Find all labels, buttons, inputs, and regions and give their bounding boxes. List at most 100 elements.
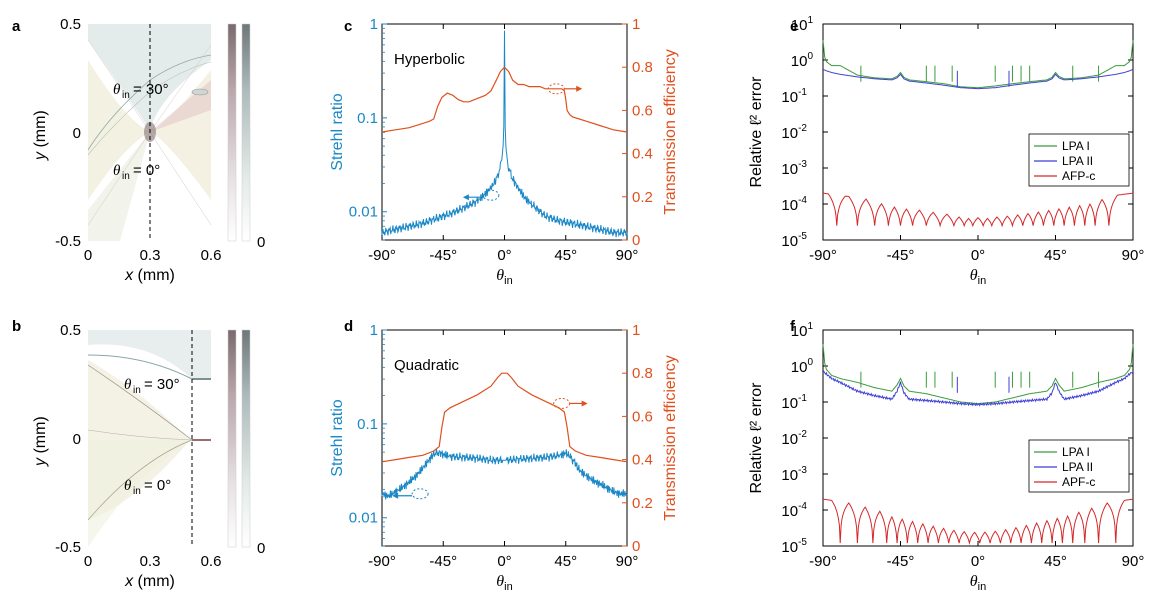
xtick-label: -45° bbox=[429, 247, 457, 264]
ytick-label-left: 0.1 bbox=[357, 110, 378, 127]
x-axis-label: θin bbox=[496, 573, 512, 593]
panel-title: Hyperbolic bbox=[394, 51, 465, 68]
ytick-label-left: 0.01 bbox=[349, 510, 378, 527]
xtick-label: 0 bbox=[84, 553, 92, 570]
y-axis-label-left: Strehl ratio bbox=[329, 399, 346, 476]
legend-entry: LPA II bbox=[1062, 460, 1093, 474]
ytick-label: -0.5 bbox=[55, 233, 81, 250]
ytick-label-right: 0.4 bbox=[632, 146, 653, 163]
annotation-theta-30-b: θ in = 30° bbox=[124, 376, 180, 396]
panel-label-f: f bbox=[790, 318, 796, 335]
series-marker-ellipse bbox=[411, 488, 429, 500]
series-line-lpa-ii bbox=[822, 370, 1134, 407]
legend-box bbox=[1028, 439, 1130, 493]
plot-frame bbox=[822, 23, 1134, 241]
ytick-label-left: 1 bbox=[370, 322, 378, 339]
ytick-label: 100 bbox=[791, 51, 814, 70]
ytick-label-right: 1 bbox=[632, 16, 640, 33]
xtick-label: 90° bbox=[1122, 247, 1145, 264]
ytick-label: 10-3 bbox=[781, 159, 807, 178]
ytick-label-left: 0.1 bbox=[357, 416, 378, 433]
axis-arrowhead-right bbox=[581, 400, 588, 407]
ytick-label: 0.5 bbox=[60, 322, 81, 339]
ytick-label: 10-5 bbox=[781, 231, 807, 250]
svg-text:in: in bbox=[122, 171, 130, 182]
plot-frame bbox=[822, 329, 1134, 547]
ytick-label-right: 0 bbox=[632, 538, 640, 555]
xtick-label: 0° bbox=[971, 553, 985, 570]
ytick-label: 10-2 bbox=[781, 429, 807, 448]
annotation-theta-30-a: θ in = 30° bbox=[113, 81, 169, 101]
annotation-theta-0-b: θ in = 0° bbox=[124, 477, 171, 497]
colorbar-b: 0 bbox=[227, 329, 265, 557]
panel-label-b: b bbox=[12, 318, 21, 335]
xtick-label: 0.3 bbox=[140, 247, 161, 264]
y-axis-b: 0.5 0 -0.5 y (mm) bbox=[32, 322, 81, 556]
x-axis-label: θin bbox=[496, 267, 512, 287]
xtick-label: 90° bbox=[616, 553, 639, 570]
field-image-a bbox=[87, 24, 212, 241]
ytick-label-right: 0.2 bbox=[632, 495, 653, 512]
ytick-label-right: 0.2 bbox=[632, 189, 653, 206]
panel-label-e: e bbox=[790, 18, 798, 35]
ytick-label: 101 bbox=[791, 321, 814, 340]
xtick-label: 45° bbox=[1044, 247, 1067, 264]
ytick-label-right: 1 bbox=[632, 322, 640, 339]
xtick-label: -90° bbox=[809, 553, 837, 570]
axis-arrowhead-left bbox=[392, 492, 399, 499]
ytick-label-right: 0 bbox=[632, 232, 640, 249]
panel-b: b θ in = 30° θ in = 0° 0.5 0 -0.5 bbox=[12, 318, 265, 590]
xtick-label: 0° bbox=[497, 553, 511, 570]
ytick-label-right: 0.8 bbox=[632, 59, 653, 76]
svg-text:in: in bbox=[122, 90, 130, 101]
ytick-label: 0.5 bbox=[60, 16, 81, 33]
field-image-b bbox=[87, 330, 211, 547]
xtick-label: 0.3 bbox=[140, 553, 161, 570]
xtick-label: -45° bbox=[887, 553, 915, 570]
legend-entry: APF-c bbox=[1062, 475, 1095, 489]
panel-label-d: d bbox=[344, 318, 353, 335]
xtick-label: -45° bbox=[887, 247, 915, 264]
xtick-label: -90° bbox=[368, 553, 396, 570]
ytick-label: -0.5 bbox=[55, 539, 81, 556]
series-line-strehl bbox=[381, 448, 628, 500]
xlabel-b: x (mm) bbox=[124, 573, 175, 590]
line-charts: c -90° -45° 0° 45° 90° θin 0.01 0.1 1 0 0.2 0.4 0.6 0.… bbox=[329, 15, 1144, 593]
panel-a: a θ in = 30° θ in = 0° 0.5 bbox=[12, 16, 265, 284]
legend-entry: LPA I bbox=[1062, 445, 1090, 459]
ytick-label: 100 bbox=[791, 357, 814, 376]
x-axis-b: 0 0.3 0.6 x (mm) bbox=[84, 553, 222, 590]
svg-text:= 0°: = 0° bbox=[144, 477, 171, 494]
ytick-label: 101 bbox=[791, 15, 814, 34]
ytick-label-left: 0.01 bbox=[349, 204, 378, 221]
svg-text:in: in bbox=[133, 385, 141, 396]
x-axis-a: 0 0.3 0.6 x (mm) bbox=[84, 247, 222, 284]
svg-text:θ: θ bbox=[124, 478, 132, 494]
y-axis-a: 0.5 0 -0.5 y (mm) bbox=[32, 16, 81, 250]
xtick-label: 0 bbox=[84, 247, 92, 264]
panel-label-a: a bbox=[12, 18, 21, 35]
series-line-apf-c bbox=[822, 498, 1134, 546]
axis-arrowhead-right bbox=[576, 85, 583, 92]
x-axis-label: θin bbox=[970, 267, 986, 287]
ytick-label: 0 bbox=[73, 431, 81, 448]
ytick-label-right: 0.6 bbox=[632, 408, 653, 425]
legend-entry: LPA I bbox=[1062, 139, 1090, 153]
xtick-label: 0° bbox=[497, 247, 511, 264]
chart-c: c -90° -45° 0° 45° 90° θin 0.01 0.1 1 0 0.2 0.4 0.6 0.… bbox=[329, 16, 679, 287]
ytick-label: 10-3 bbox=[781, 465, 807, 484]
series-line-lpa-i bbox=[822, 344, 1134, 405]
ytick-label: 10-1 bbox=[781, 393, 807, 412]
svg-text:= 30°: = 30° bbox=[133, 81, 169, 98]
ytick-label-right: 0.4 bbox=[632, 452, 653, 469]
ytick-label: 0 bbox=[73, 125, 81, 142]
series-line-afp-c bbox=[822, 192, 1134, 228]
xtick-label: 90° bbox=[616, 247, 639, 264]
xtick-label: 90° bbox=[1122, 553, 1145, 570]
chart-e: e -90° -45° 0° 45° 90° θin 10-5 10-4 10-3 10-2 10-1… bbox=[748, 15, 1144, 287]
xtick-label: 0° bbox=[971, 247, 985, 264]
ytick-label-left: 1 bbox=[370, 16, 378, 33]
